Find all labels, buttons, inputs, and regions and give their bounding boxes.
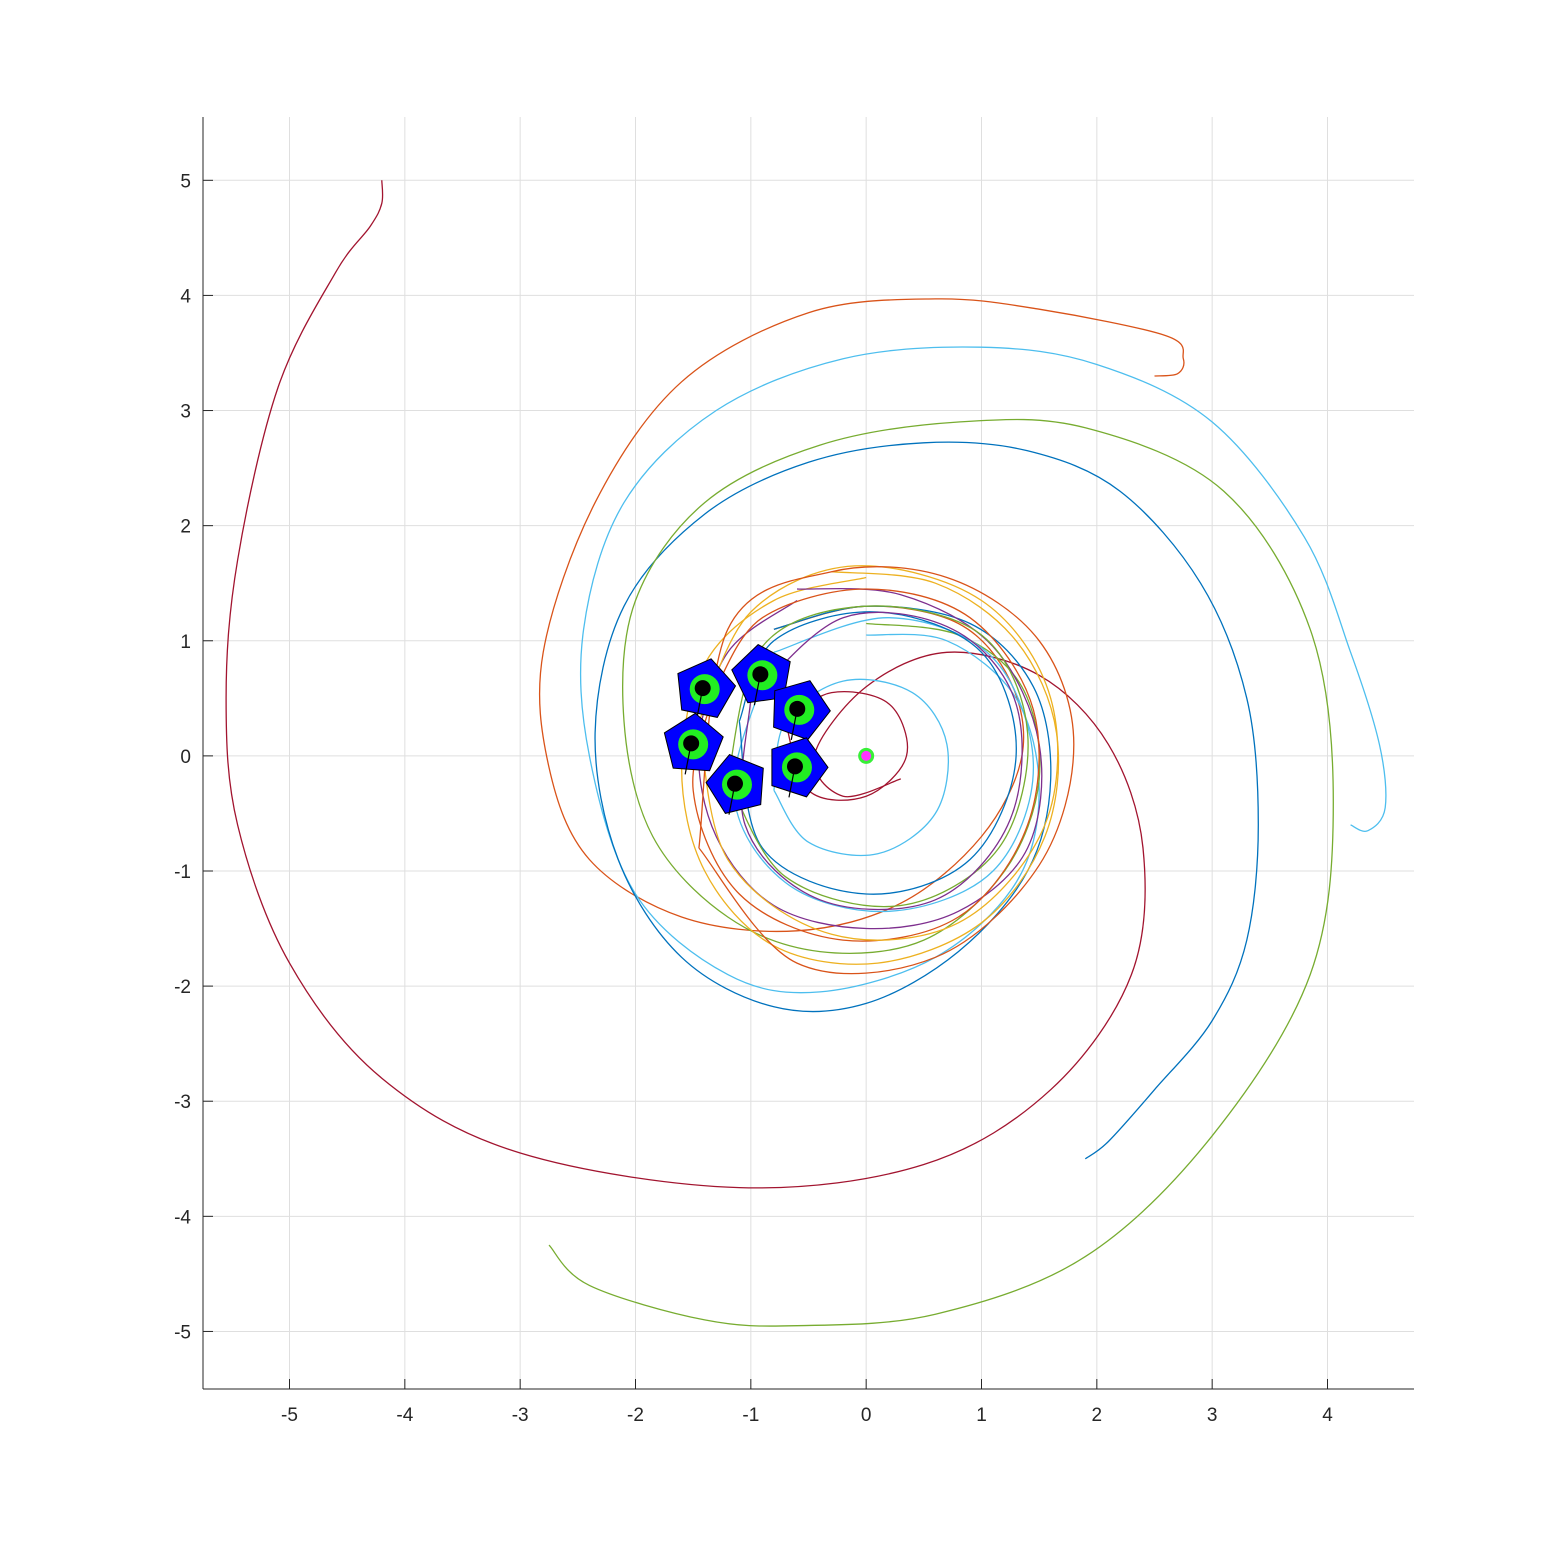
- trajectory-1: [225, 180, 1146, 1189]
- x-tick-label: 4: [1322, 1405, 1333, 1426]
- target: [858, 747, 875, 764]
- robot-heading: [728, 783, 736, 815]
- y-tick-label: -5: [174, 1322, 191, 1343]
- robot-heading: [684, 743, 692, 775]
- robot-heading: [790, 708, 798, 740]
- x-tick-label: -2: [627, 1405, 644, 1426]
- robot-4: [663, 712, 724, 775]
- robot-heading: [696, 687, 704, 720]
- trajectories: [225, 180, 1387, 1327]
- target-marker: [861, 750, 872, 761]
- y-tick-label: 4: [180, 286, 191, 307]
- trajectory-5: [548, 418, 1334, 1327]
- y-tick-label: -3: [174, 1092, 191, 1113]
- y-tick-label: 5: [180, 171, 191, 192]
- trajectory-11: [727, 605, 1029, 908]
- y-tick-label: 3: [180, 402, 191, 423]
- x-tick-label: 0: [861, 1405, 872, 1426]
- y-tick-label: 1: [180, 632, 191, 653]
- y-tick-label: -2: [174, 977, 191, 998]
- trajectory-16: [698, 566, 1075, 975]
- x-tick-label: 2: [1092, 1405, 1103, 1426]
- y-tick-labels: -5 -4 -3 -2 -1 0 1 2 3 4 5: [174, 171, 191, 1343]
- y-tick-label: -4: [174, 1207, 191, 1228]
- x-tick-label: -4: [396, 1405, 413, 1426]
- trajectory-12: [698, 565, 1059, 941]
- x-tick-label: -1: [742, 1405, 759, 1426]
- robot-3: [773, 680, 831, 741]
- y-tick-label: -1: [174, 862, 191, 883]
- axes: [202, 117, 1414, 1390]
- x-tick-labels: -5 -4 -3 -2 -1 0 1 2 3 4: [281, 1405, 1333, 1426]
- robots: [663, 643, 831, 815]
- x-tick-label: 3: [1207, 1405, 1218, 1426]
- robot-6: [771, 737, 829, 798]
- y-tick-label: 2: [180, 517, 191, 538]
- trajectory-10: [738, 611, 1017, 895]
- y-tick-label: 0: [180, 747, 191, 768]
- robot-1: [677, 658, 737, 720]
- x-tick-label: -3: [512, 1405, 529, 1426]
- robot-heading: [788, 766, 796, 798]
- x-tick-label: 1: [976, 1405, 987, 1426]
- robot-heading: [753, 674, 761, 706]
- trajectory-2: [538, 298, 1185, 933]
- x-tick-label: -5: [281, 1405, 298, 1426]
- robot-2: [731, 643, 791, 706]
- trajectory-3: [579, 346, 1387, 994]
- robot-5: [705, 754, 764, 815]
- trajectory-13: [740, 611, 1023, 911]
- trajectory-8: [692, 588, 1040, 942]
